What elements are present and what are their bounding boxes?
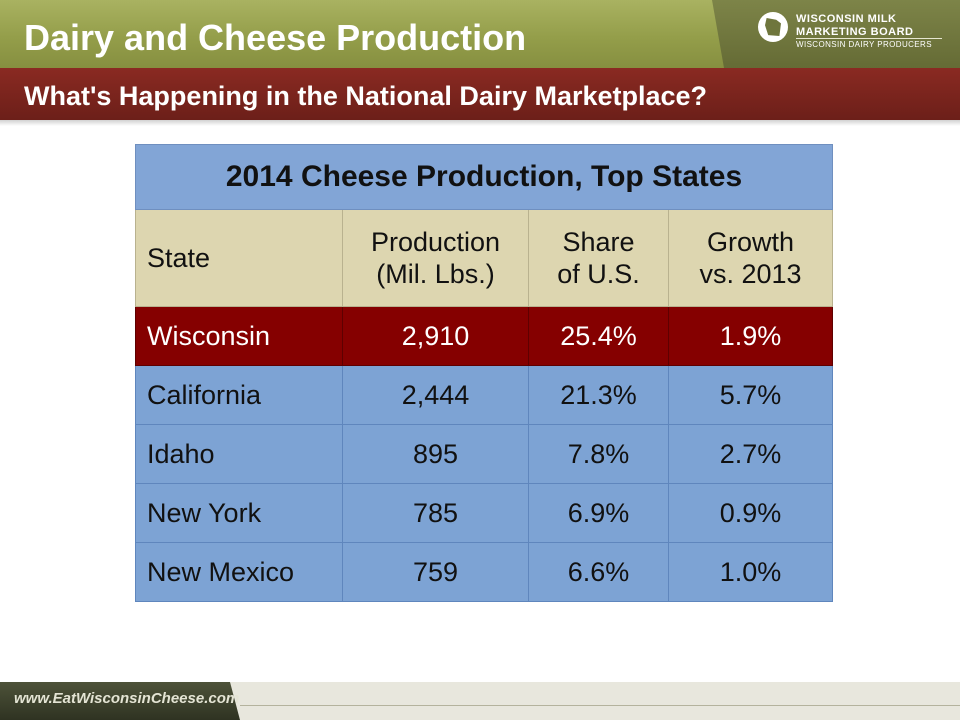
value-cell: 759 bbox=[342, 542, 529, 602]
value-cell: 2.7% bbox=[667, 424, 834, 484]
table-row: New York 785 6.9% 0.9% bbox=[135, 483, 834, 543]
table-title: 2014 Cheese Production, Top States bbox=[134, 144, 834, 210]
table-header-row: State Production (Mil. Lbs.) Share of U.S. Gr… bbox=[135, 209, 834, 307]
logo-text-line1: WISCONSIN MILK bbox=[796, 13, 897, 25]
state-cell: Idaho bbox=[135, 424, 343, 484]
value-cell: 21.3% bbox=[528, 365, 669, 425]
logo-text-line2: MARKETING BOARD bbox=[796, 26, 914, 38]
subtitle-shadow bbox=[0, 120, 960, 126]
table-row: Wisconsin 2,910 25.4% 1.9% bbox=[135, 306, 834, 366]
slide-subtitle: What's Happening in the National Dairy M… bbox=[24, 81, 708, 111]
column-header: Production (Mil. Lbs.) bbox=[342, 209, 529, 307]
subtitle-bar bbox=[0, 68, 960, 120]
data-table: 2014 Cheese Production, Top States State… bbox=[134, 144, 834, 602]
value-cell: 6.9% bbox=[528, 483, 669, 543]
table-row: New Mexico 759 6.6% 1.0% bbox=[135, 542, 834, 602]
state-cell: California bbox=[135, 365, 343, 425]
footer-divider bbox=[240, 705, 960, 706]
value-cell: 1.0% bbox=[667, 542, 834, 602]
value-cell: 6.6% bbox=[528, 542, 669, 602]
value-cell: 0.9% bbox=[667, 483, 834, 543]
column-header: Growth vs. 2013 bbox=[667, 209, 834, 307]
value-cell: 2,444 bbox=[342, 365, 529, 425]
value-cell: 5.7% bbox=[667, 365, 834, 425]
logo-panel bbox=[712, 0, 960, 68]
footer-tab bbox=[0, 682, 240, 720]
table-row: California 2,444 21.3% 5.7% bbox=[135, 365, 834, 425]
table-row: Idaho 895 7.8% 2.7% bbox=[135, 424, 834, 484]
value-cell: 785 bbox=[342, 483, 529, 543]
cheese-production-table: 2014 Cheese Production, Top States State… bbox=[134, 144, 834, 602]
state-cell: New York bbox=[135, 483, 343, 543]
value-cell: 895 bbox=[342, 424, 529, 484]
wisconsin-state-icon bbox=[765, 18, 781, 36]
footer-url: www.EatWisconsinCheese.com bbox=[14, 690, 240, 707]
column-header: State bbox=[135, 209, 343, 307]
logo-emblem bbox=[758, 12, 788, 42]
value-cell: 7.8% bbox=[528, 424, 669, 484]
value-cell: 1.9% bbox=[667, 306, 834, 366]
value-cell: 25.4% bbox=[528, 306, 669, 366]
state-cell: New Mexico bbox=[135, 542, 343, 602]
value-cell: 2,910 bbox=[342, 306, 529, 366]
state-cell: Wisconsin bbox=[135, 306, 343, 366]
column-header: Share of U.S. bbox=[528, 209, 669, 307]
logo-text-line3: WISCONSIN DAIRY PRODUCERS bbox=[796, 40, 932, 49]
slide-title: Dairy and Cheese Production bbox=[24, 17, 527, 58]
logo-divider bbox=[796, 38, 942, 39]
